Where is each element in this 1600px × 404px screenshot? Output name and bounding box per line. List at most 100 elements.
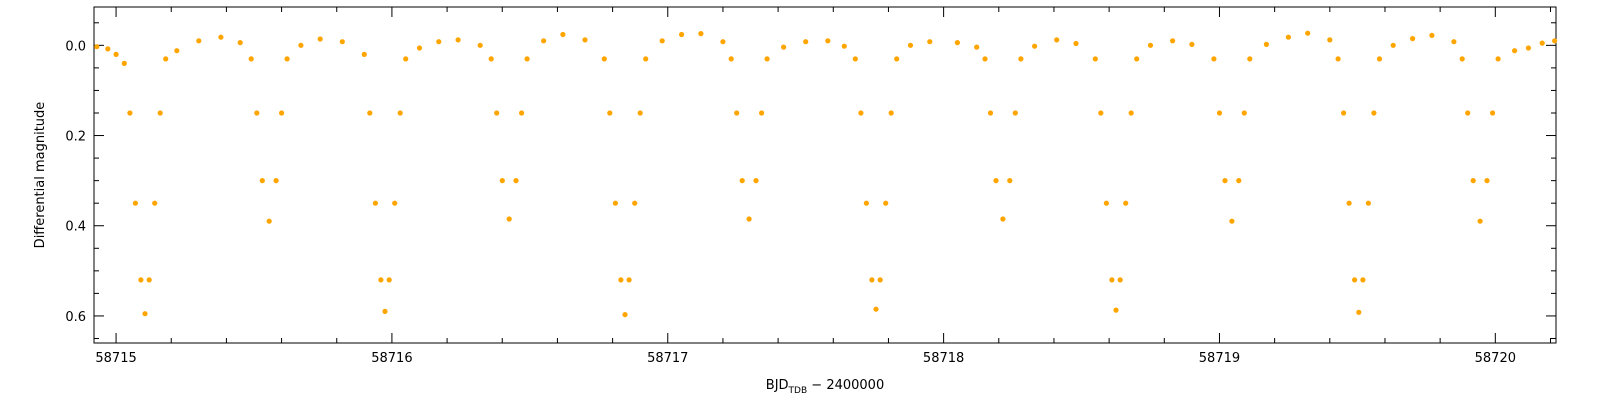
data-point — [494, 110, 500, 116]
data-point — [1123, 200, 1129, 206]
data-point — [626, 277, 632, 283]
x-tick-label: 58720 — [1475, 351, 1516, 366]
data-point — [1222, 178, 1228, 184]
y-tick-label: 0.6 — [65, 310, 86, 325]
data-point — [1103, 200, 1109, 206]
data-point — [259, 178, 265, 184]
data-point — [1352, 277, 1358, 283]
data-point — [1241, 110, 1247, 116]
data-point — [1305, 30, 1311, 36]
data-point — [1451, 39, 1457, 45]
data-point — [1327, 37, 1333, 43]
plot-frame — [93, 6, 1557, 344]
data-point — [248, 56, 254, 62]
data-point — [607, 110, 613, 116]
data-point — [883, 200, 889, 206]
data-point — [954, 40, 961, 46]
data-point — [1147, 42, 1154, 48]
data-point — [659, 38, 665, 44]
y-axis-label: Differential magnitude — [33, 102, 48, 249]
data-point — [142, 311, 148, 317]
data-point — [1470, 178, 1476, 184]
data-point — [1335, 56, 1341, 62]
data-point — [284, 56, 290, 62]
data-point — [825, 38, 831, 44]
data-point — [1410, 36, 1416, 42]
data-point — [1285, 34, 1291, 40]
data-point — [1092, 56, 1098, 62]
data-point — [196, 38, 202, 44]
data-point — [524, 56, 530, 62]
data-point — [841, 43, 847, 49]
data-point — [1484, 178, 1490, 184]
data-point — [1073, 40, 1079, 47]
data-point — [1490, 110, 1496, 116]
data-point — [488, 56, 494, 62]
data-point — [1376, 56, 1383, 62]
data-point — [266, 218, 272, 224]
data-point — [146, 277, 152, 283]
data-point — [382, 308, 388, 314]
data-point — [506, 216, 512, 222]
data-point — [1346, 200, 1352, 206]
data-point — [317, 36, 323, 42]
data-point — [643, 56, 649, 62]
data-point — [386, 277, 392, 283]
data-point — [1170, 38, 1176, 44]
data-point — [1128, 110, 1134, 116]
x-tick-label: 58719 — [1199, 351, 1240, 366]
data-point — [1018, 56, 1024, 62]
data-point — [163, 56, 169, 62]
data-point — [1012, 110, 1018, 116]
data-point — [1360, 277, 1366, 283]
data-point — [1539, 40, 1545, 46]
data-point — [612, 200, 619, 206]
data-point — [403, 56, 409, 62]
data-point — [1000, 216, 1006, 222]
data-point — [94, 44, 100, 50]
data-point — [392, 200, 398, 206]
data-point — [1113, 307, 1119, 313]
data-point — [477, 42, 483, 48]
data-point — [1263, 41, 1269, 48]
data-point — [132, 200, 138, 206]
data-point — [698, 30, 704, 37]
data-point — [541, 38, 547, 44]
data-point — [720, 39, 726, 45]
data-point — [367, 110, 373, 116]
data-point — [372, 200, 378, 206]
data-point — [1134, 56, 1140, 62]
data-point — [152, 200, 158, 206]
x-tick-label: 58717 — [647, 351, 688, 366]
data-point — [1109, 277, 1115, 283]
data-point — [1365, 200, 1371, 206]
data-point — [1371, 110, 1377, 116]
data-point — [1007, 178, 1013, 184]
data-point — [1098, 110, 1104, 116]
data-point — [397, 110, 403, 116]
y-tick-label: 0.0 — [65, 39, 86, 54]
data-point — [1459, 56, 1465, 62]
data-point — [739, 178, 745, 184]
data-point — [869, 277, 875, 283]
data-point — [863, 200, 870, 206]
data-point — [759, 110, 765, 116]
data-point — [974, 44, 980, 50]
data-point — [105, 46, 111, 52]
data-point — [622, 312, 628, 318]
data-point — [113, 51, 119, 58]
data-point — [746, 216, 752, 222]
data-point — [560, 31, 566, 38]
data-point — [873, 306, 879, 312]
data-point — [753, 178, 759, 184]
data-point — [378, 277, 384, 283]
data-point — [1211, 56, 1217, 62]
data-point — [764, 56, 770, 62]
data-point — [455, 37, 461, 43]
data-points — [94, 30, 1558, 318]
data-point — [1552, 38, 1558, 44]
data-point — [982, 56, 988, 62]
data-point — [858, 110, 864, 116]
data-point — [1032, 43, 1038, 49]
